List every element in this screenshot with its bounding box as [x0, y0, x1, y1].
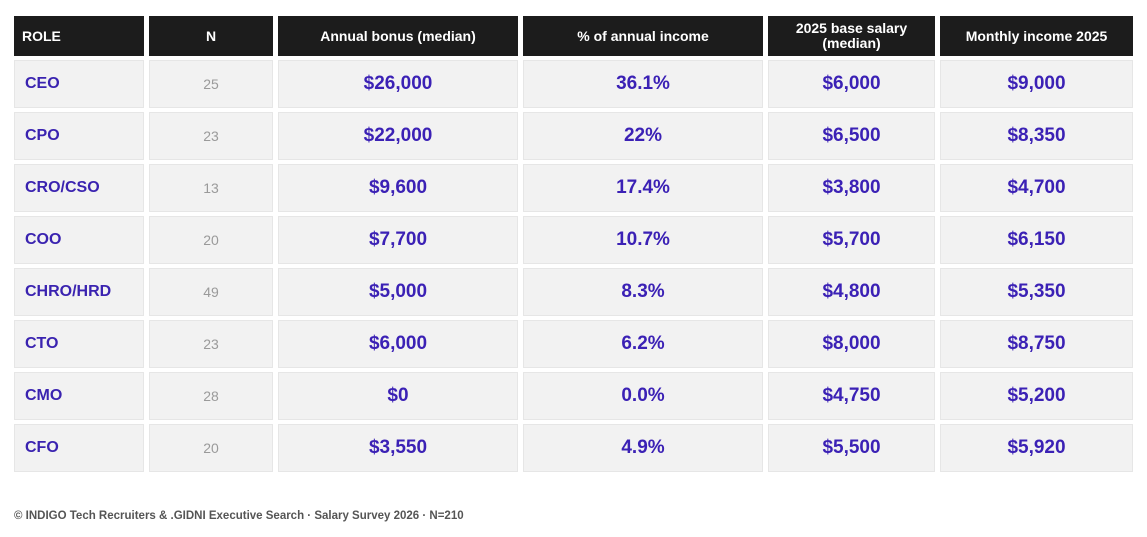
cell-n: 23 [149, 320, 273, 368]
cell-monthly: $6,150 [940, 216, 1133, 264]
cell-n: 20 [149, 216, 273, 264]
cell-bonus: $9,600 [278, 164, 518, 212]
cell-bonus: $22,000 [278, 112, 518, 160]
cell-base: $6,000 [768, 60, 935, 108]
cell-role: CHRO/HRD [14, 268, 144, 316]
cell-bonus: $7,700 [278, 216, 518, 264]
cell-base: $6,500 [768, 112, 935, 160]
header-role: ROLE [14, 16, 144, 56]
cell-percent: 17.4% [523, 164, 763, 212]
cell-base: $4,800 [768, 268, 935, 316]
cell-bonus: $3,550 [278, 424, 518, 472]
header-n: N [149, 16, 273, 56]
cell-base: $5,700 [768, 216, 935, 264]
cell-monthly: $8,350 [940, 112, 1133, 160]
cell-role: CMO [14, 372, 144, 420]
cell-percent: 0.0% [523, 372, 763, 420]
cell-role: CEO [14, 60, 144, 108]
cell-percent: 4.9% [523, 424, 763, 472]
cell-monthly: $5,350 [940, 268, 1133, 316]
cell-n: 20 [149, 424, 273, 472]
cell-monthly: $4,700 [940, 164, 1133, 212]
cell-bonus: $5,000 [278, 268, 518, 316]
cell-monthly: $5,920 [940, 424, 1133, 472]
cell-percent: 8.3% [523, 268, 763, 316]
cell-n: 49 [149, 268, 273, 316]
salary-table: ROLE N Annual bonus (median) % of annual… [14, 16, 1133, 472]
cell-role: COO [14, 216, 144, 264]
cell-n: 13 [149, 164, 273, 212]
cell-base: $8,000 [768, 320, 935, 368]
cell-role: CPO [14, 112, 144, 160]
cell-bonus: $6,000 [278, 320, 518, 368]
cell-base: $4,750 [768, 372, 935, 420]
cell-percent: 6.2% [523, 320, 763, 368]
cell-percent: 22% [523, 112, 763, 160]
header-base-salary: 2025 base salary (median) [768, 16, 935, 56]
cell-monthly: $9,000 [940, 60, 1133, 108]
header-percent-income: % of annual income [523, 16, 763, 56]
cell-n: 25 [149, 60, 273, 108]
cell-percent: 10.7% [523, 216, 763, 264]
footer-credit: © INDIGO Tech Recruiters & .GIDNI Execut… [14, 510, 464, 522]
cell-role: CRO/CSO [14, 164, 144, 212]
cell-role: CFO [14, 424, 144, 472]
cell-base: $3,800 [768, 164, 935, 212]
cell-percent: 36.1% [523, 60, 763, 108]
cell-n: 28 [149, 372, 273, 420]
cell-role: CTO [14, 320, 144, 368]
cell-base: $5,500 [768, 424, 935, 472]
cell-monthly: $5,200 [940, 372, 1133, 420]
cell-monthly: $8,750 [940, 320, 1133, 368]
header-monthly-income: Monthly income 2025 [940, 16, 1133, 56]
cell-n: 23 [149, 112, 273, 160]
cell-bonus: $0 [278, 372, 518, 420]
header-annual-bonus: Annual bonus (median) [278, 16, 518, 56]
cell-bonus: $26,000 [278, 60, 518, 108]
